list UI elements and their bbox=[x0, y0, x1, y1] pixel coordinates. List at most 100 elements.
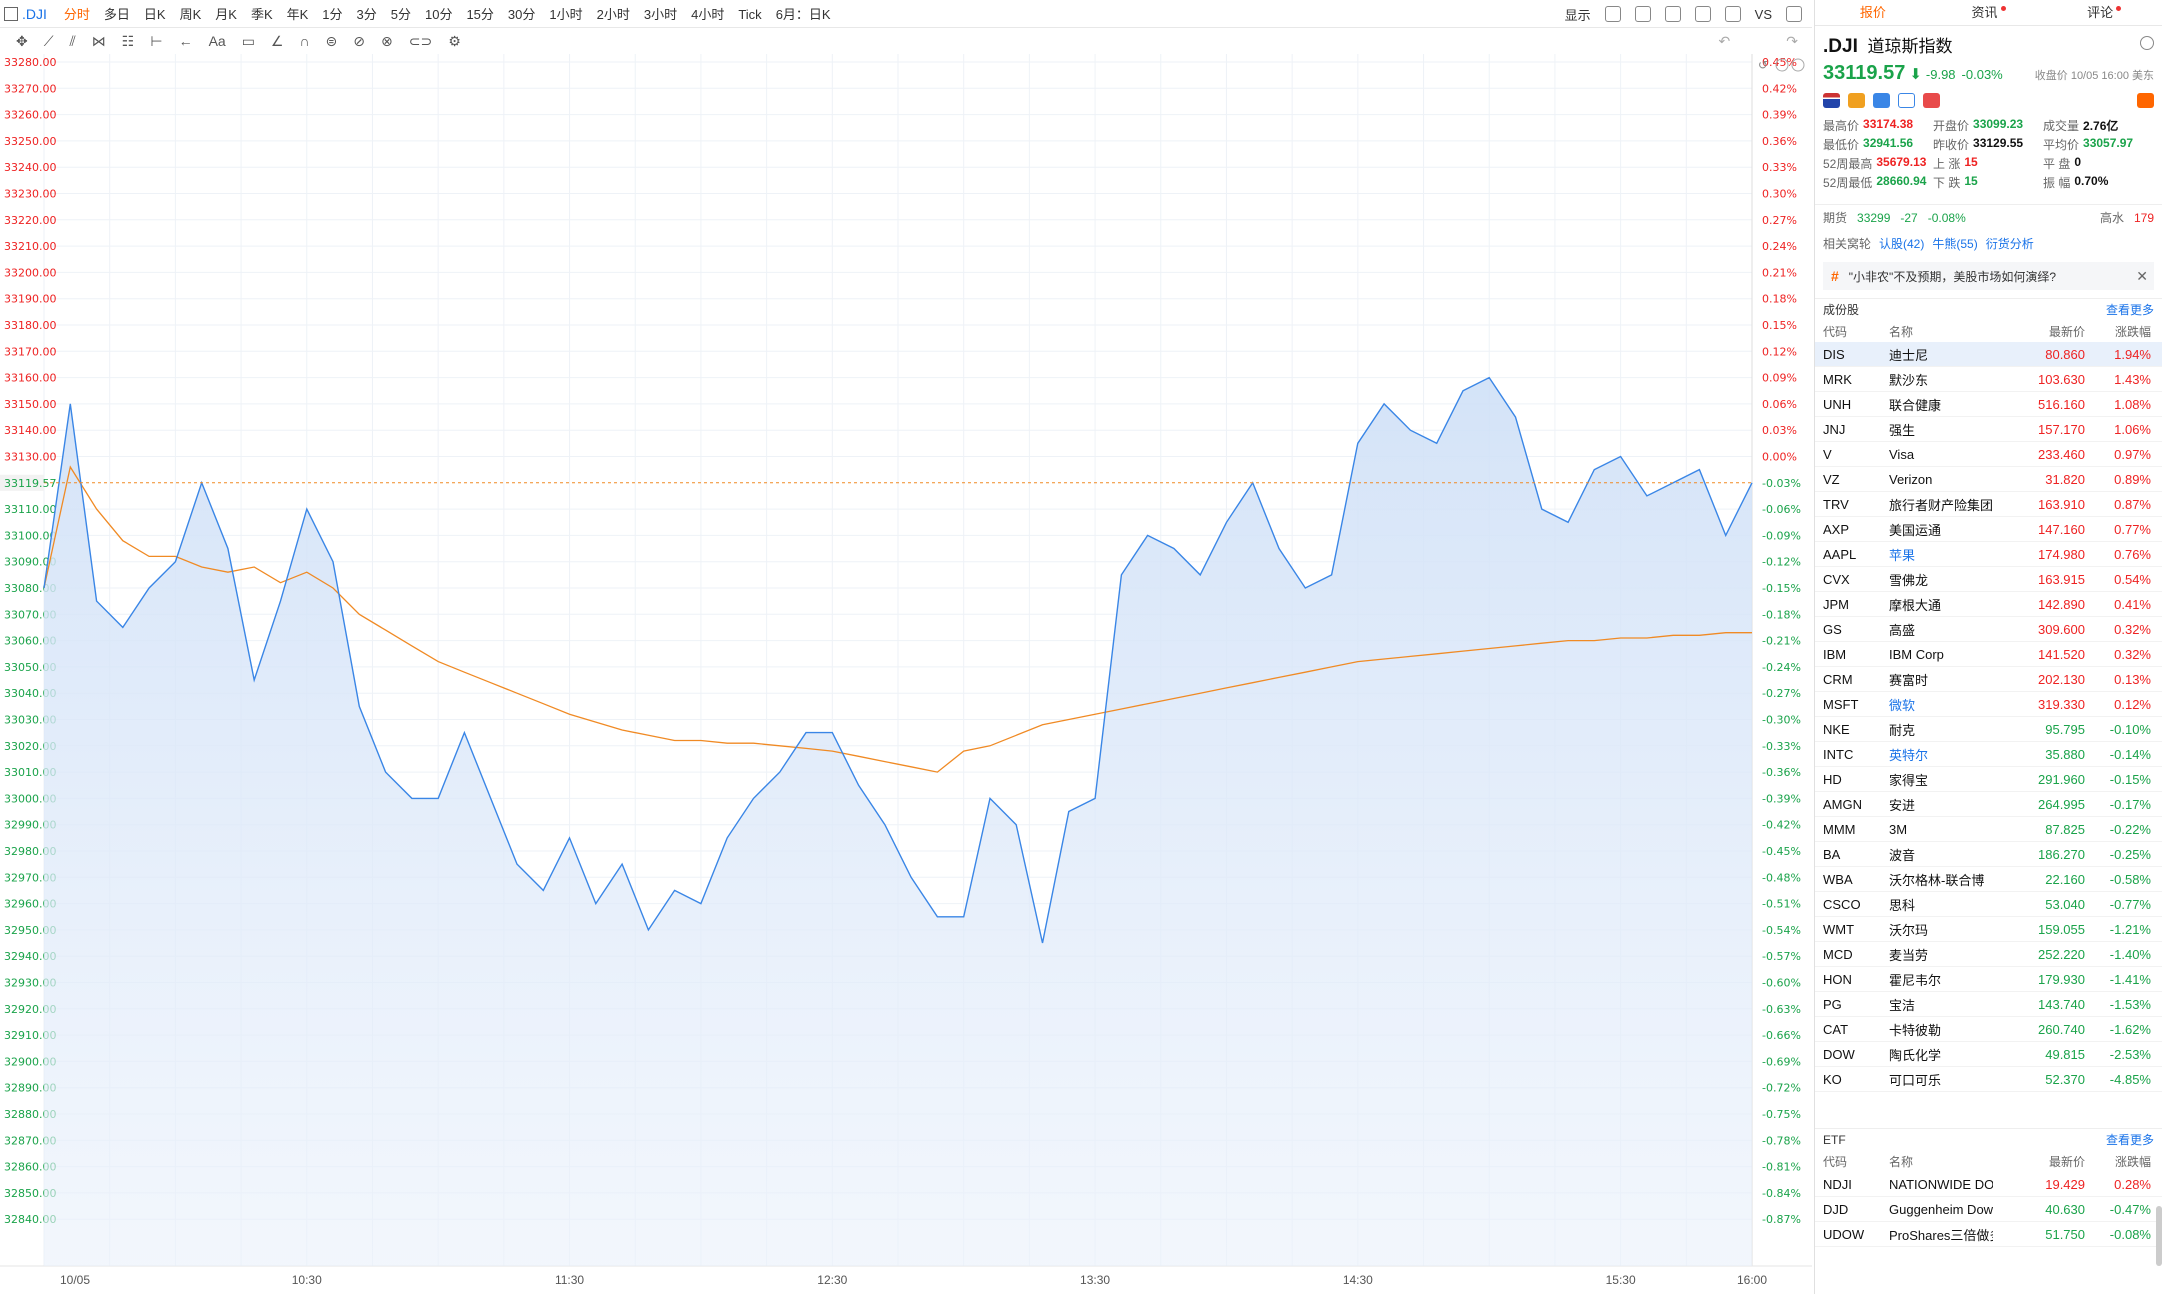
period-10[interactable]: 10分 bbox=[424, 7, 453, 22]
table-row[interactable]: UNH 联合健康 516.160 1.08% bbox=[1815, 392, 2162, 417]
intraday-chart[interactable]: 33280.00 33270.00 33260.00 33250.00 33240.00… bbox=[0, 54, 1812, 1294]
symbol-selector[interactable]: .DJI bbox=[4, 6, 47, 22]
column-header[interactable]: 涨跌幅 bbox=[2114, 324, 2151, 339]
table-row[interactable]: HON 霍尼韦尔 179.930 -1.41% bbox=[1815, 967, 2162, 992]
pen-icon[interactable] bbox=[1694, 6, 1711, 22]
table-row[interactable]: HD 家得宝 291.960 -0.15% bbox=[1815, 767, 2162, 792]
table-row[interactable]: CVX 雪佛龙 163.915 0.54% bbox=[1815, 567, 2162, 592]
heart-icon[interactable] bbox=[1923, 92, 1940, 108]
table-row[interactable]: UDOW ProShares三倍做多 51.750 -0.08% bbox=[1815, 1222, 2162, 1247]
warrants-link[interactable]: 认股(42) bbox=[1879, 236, 1925, 251]
layout-icon[interactable] bbox=[1634, 6, 1651, 22]
line-tool-icon[interactable]: ⟋ bbox=[43, 32, 54, 49]
table-row[interactable]: GS 高盛 309.600 0.32% bbox=[1815, 617, 2162, 642]
table-row[interactable]: AXP 美国运通 147.160 0.77% bbox=[1815, 517, 2162, 542]
table-row[interactable]: DOW 陶氏化学 49.815 -2.53% bbox=[1815, 1042, 2162, 1067]
arrow-tool-icon[interactable]: ← bbox=[178, 33, 193, 49]
column-header[interactable]: 最新价 bbox=[2048, 324, 2085, 339]
components-more-link[interactable]: 查看更多 bbox=[2105, 303, 2154, 317]
lock-icon[interactable]: ⊜ bbox=[325, 32, 338, 49]
period-13[interactable]: 1小时 bbox=[549, 7, 583, 22]
period-17[interactable]: Tick bbox=[738, 7, 762, 22]
period-0[interactable]: 分时 bbox=[63, 7, 90, 22]
table-row[interactable]: DIS 迪士尼 80.860 1.94% bbox=[1815, 342, 2162, 367]
table-row[interactable]: MSFT 微软 319.330 0.12% bbox=[1815, 692, 2162, 717]
bull-bear-link[interactable]: 牛熊(55) bbox=[1932, 236, 1978, 251]
lightning-icon[interactable] bbox=[1848, 92, 1865, 108]
table-row[interactable]: CRM 赛富时 202.130 0.13% bbox=[1815, 667, 2162, 692]
settings-icon[interactable] bbox=[1604, 6, 1621, 22]
undo-icon[interactable]: ↶ bbox=[1718, 32, 1731, 49]
table-row[interactable]: WBA 沃尔格林-联合博 22.160 -0.58% bbox=[1815, 867, 2162, 892]
table-row[interactable]: IBM IBM Corp 141.520 0.32% bbox=[1815, 642, 2162, 667]
table-row[interactable]: PG 宝洁 143.740 -1.53% bbox=[1815, 992, 2162, 1017]
delete-drawings-icon[interactable]: ⊗ bbox=[381, 32, 393, 49]
draw-settings-icon[interactable]: ⚙ bbox=[448, 32, 461, 49]
display-menu[interactable]: 显示 bbox=[1564, 7, 1591, 23]
note-tool-icon[interactable]: ▭ bbox=[241, 32, 255, 49]
ruler-icon[interactable]: ∠ bbox=[270, 32, 284, 49]
tab-2[interactable]: 评论 bbox=[2046, 0, 2162, 25]
futures-row[interactable]: 期货 33299 -27 -0.08% 高水 179 bbox=[1815, 204, 2162, 230]
period-11[interactable]: 15分 bbox=[466, 7, 494, 22]
doc-icon[interactable] bbox=[1898, 92, 1915, 108]
period-18[interactable]: 6月：日K bbox=[775, 7, 831, 22]
period-5[interactable]: 季K bbox=[250, 7, 273, 22]
crosshair-icon[interactable]: ✥ bbox=[16, 32, 28, 49]
table-row[interactable]: NKE 耐克 95.795 -0.10% bbox=[1815, 717, 2162, 742]
pattern-tool-icon[interactable]: ⋈ bbox=[91, 32, 106, 49]
table-row[interactable]: CSCO 思科 53.040 -0.77% bbox=[1815, 892, 2162, 917]
news-text[interactable]: "小非农"不及预期，美股市场如何演绎? bbox=[1848, 269, 2056, 284]
period-4[interactable]: 月K bbox=[215, 7, 237, 22]
reset-icon[interactable]: ↺ bbox=[1758, 58, 1768, 72]
derivatives-link[interactable]: 衍货分析 bbox=[1985, 236, 2034, 251]
table-row[interactable]: JPM 摩根大通 142.890 0.41% bbox=[1815, 592, 2162, 617]
period-15[interactable]: 3小时 bbox=[643, 7, 678, 22]
zoom-in-icon[interactable] bbox=[1791, 58, 1805, 72]
period-9[interactable]: 5分 bbox=[390, 7, 411, 22]
column-header[interactable]: 最新价 bbox=[2048, 1154, 2085, 1169]
table-row[interactable]: BA 波音 186.270 -0.25% bbox=[1815, 842, 2162, 867]
alert-icon[interactable] bbox=[2137, 92, 2154, 108]
table-row[interactable]: AAPL 苹果 174.980 0.76% bbox=[1815, 542, 2162, 567]
zoom-out-icon[interactable] bbox=[1775, 58, 1789, 72]
compare-button[interactable]: VS bbox=[1754, 6, 1772, 22]
period-2[interactable]: 日K bbox=[143, 7, 166, 22]
period-3[interactable]: 周K bbox=[179, 7, 202, 22]
period-1[interactable]: 多日 bbox=[103, 7, 130, 22]
measure-tool-icon[interactable]: ⊢ bbox=[150, 32, 163, 49]
table-row[interactable]: MRK 默沙东 103.630 1.43% bbox=[1815, 367, 2162, 392]
chart-badge-icon[interactable] bbox=[1873, 92, 1890, 108]
etf-more-link[interactable]: 查看更多 bbox=[2105, 1133, 2154, 1147]
scrollbar[interactable] bbox=[2156, 1206, 2162, 1266]
link-icon[interactable]: ⊂⊃ bbox=[408, 32, 433, 49]
table-row[interactable]: NDJI NATIONWIDE DOW 19.429 0.28% bbox=[1815, 1172, 2162, 1197]
hide-drawings-icon[interactable]: ⊘ bbox=[353, 32, 366, 49]
period-7[interactable]: 1分 bbox=[322, 7, 343, 22]
table-row[interactable]: JNJ 强生 157.170 1.06% bbox=[1815, 417, 2162, 442]
gear-icon[interactable] bbox=[2140, 36, 2154, 50]
period-8[interactable]: 3分 bbox=[356, 7, 377, 22]
magnet-icon[interactable]: ∩ bbox=[299, 33, 310, 49]
period-6[interactable]: 年K bbox=[286, 7, 309, 22]
camera-icon[interactable] bbox=[1664, 6, 1681, 22]
news-banner[interactable]: # "小非农"不及预期，美股市场如何演绎? ✕ bbox=[1823, 262, 2154, 290]
table-row[interactable]: V Visa 233.460 0.97% bbox=[1815, 442, 2162, 467]
table-row[interactable]: INTC 英特尔 35.880 -0.14% bbox=[1815, 742, 2162, 767]
table-row[interactable]: MMM 3M 87.825 -0.22% bbox=[1815, 817, 2162, 842]
table-row[interactable]: MCD 麦当劳 252.220 -1.40% bbox=[1815, 942, 2162, 967]
period-14[interactable]: 2小时 bbox=[596, 7, 630, 22]
text-tool-icon[interactable]: Aa bbox=[208, 33, 226, 49]
table-row[interactable]: TRV 旅行者财产险集团 163.910 0.87% bbox=[1815, 492, 2162, 517]
tab-1[interactable]: 资讯 bbox=[1931, 0, 2047, 25]
table-row[interactable]: CAT 卡特彼勒 260.740 -1.62% bbox=[1815, 1017, 2162, 1042]
close-icon[interactable]: ✕ bbox=[2136, 267, 2148, 284]
collapse-panel-icon[interactable] bbox=[1786, 6, 1802, 22]
period-16[interactable]: 4小时 bbox=[691, 7, 725, 22]
table-row[interactable]: VZ Verizon 31.820 0.89% bbox=[1815, 467, 2162, 492]
tab-0[interactable]: 报价 bbox=[1815, 0, 1931, 25]
table-row[interactable]: AMGN 安进 264.995 -0.17% bbox=[1815, 792, 2162, 817]
channel-tool-icon[interactable]: ⫽ bbox=[69, 32, 76, 49]
redo-icon[interactable]: ↷ bbox=[1786, 32, 1798, 49]
table-row[interactable]: KO 可口可乐 52.370 -4.85% bbox=[1815, 1067, 2162, 1092]
